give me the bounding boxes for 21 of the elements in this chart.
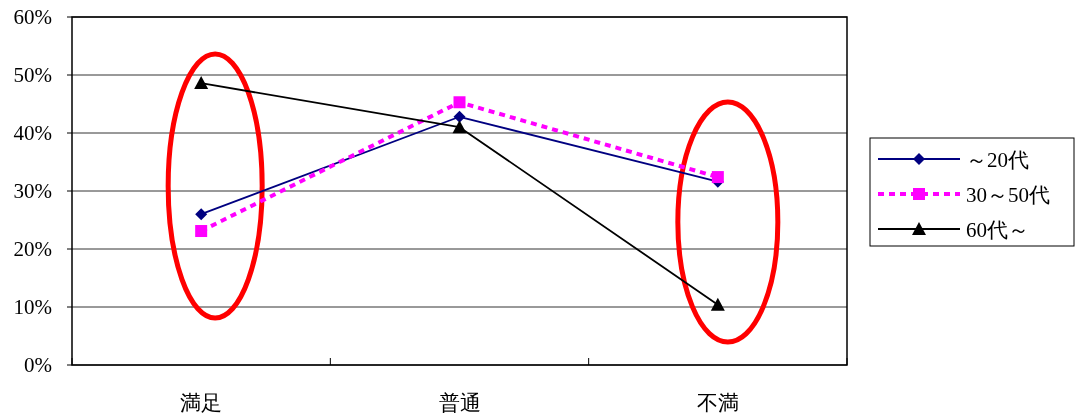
point <box>453 96 466 109</box>
point <box>453 110 466 123</box>
ytick: 40% <box>13 121 52 145</box>
ytick: 50% <box>13 63 52 87</box>
ytick: 20% <box>13 237 52 261</box>
ytick: 30% <box>13 179 52 203</box>
ytick: 0% <box>24 353 52 377</box>
xtick: 不満 <box>696 391 739 415</box>
point <box>195 208 208 221</box>
legend-label: ～20代 <box>966 148 1029 172</box>
point <box>711 171 724 184</box>
point <box>710 297 725 311</box>
legend-label: 60代～ <box>966 218 1029 242</box>
xtick: 普通 <box>438 391 481 415</box>
xtick: 満足 <box>180 391 223 415</box>
legend-label: 30～50代 <box>966 183 1050 207</box>
point <box>452 120 467 134</box>
ytick: 60% <box>13 5 52 29</box>
point <box>194 76 209 90</box>
ytick: 10% <box>13 295 52 319</box>
point <box>195 225 208 238</box>
